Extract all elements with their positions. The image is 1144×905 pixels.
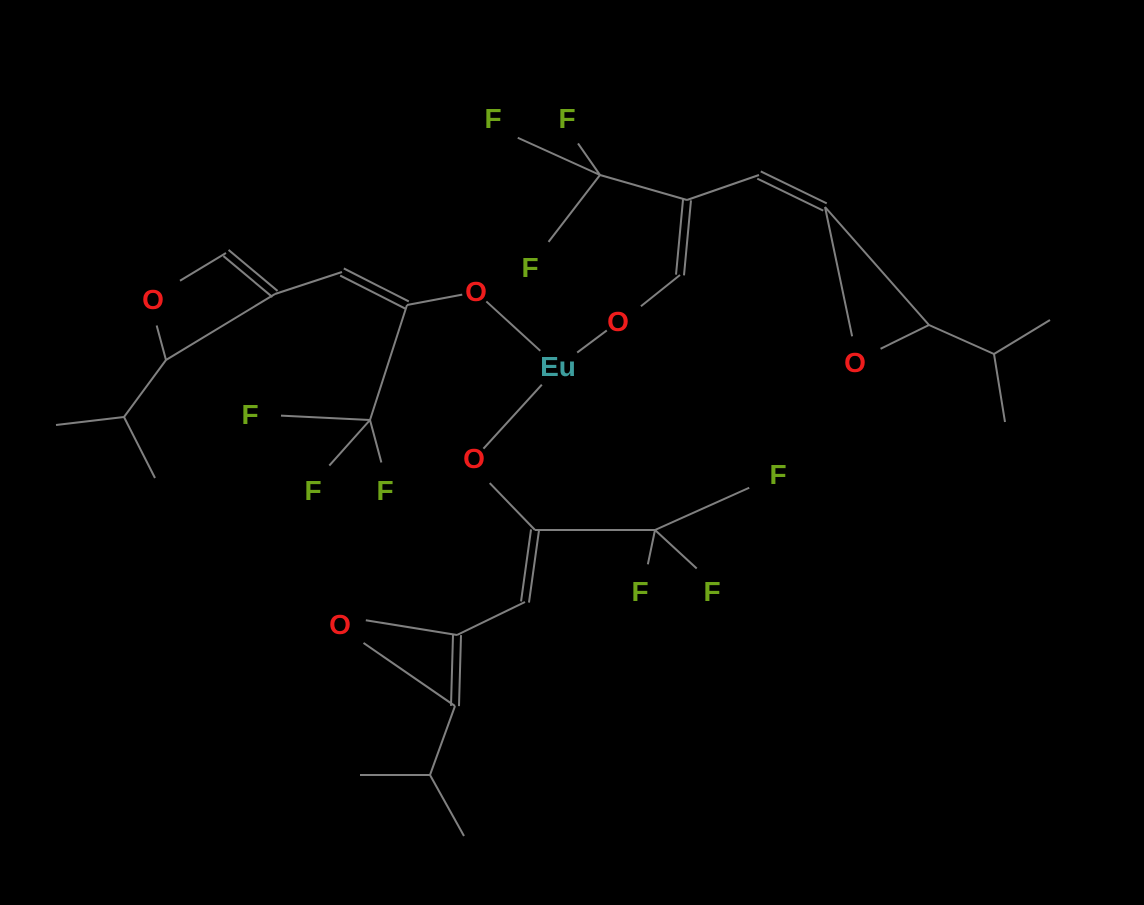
bond-line: [549, 175, 600, 242]
bond-line: [56, 417, 124, 425]
atom-O3b: O: [329, 609, 351, 641]
bond-line: [655, 530, 697, 569]
atom-O1b: O: [142, 284, 164, 316]
atom-F1c: F: [376, 475, 393, 507]
bond-line: [157, 326, 166, 360]
bond-line: [430, 775, 464, 836]
bond-line: [825, 207, 929, 325]
atom-O3a: O: [463, 443, 485, 475]
bond-line: [529, 531, 539, 603]
bond-line: [364, 643, 455, 706]
bond-line: [430, 706, 455, 775]
bond-line: [687, 175, 759, 200]
bond-line: [641, 275, 680, 306]
bond-line: [407, 295, 462, 305]
bond-line: [166, 294, 275, 360]
bond-line: [124, 360, 166, 417]
bond-line: [994, 320, 1050, 354]
atom-F3a: F: [769, 459, 786, 491]
bond-line: [459, 635, 461, 706]
bond-line: [655, 488, 749, 530]
bond-line: [180, 253, 226, 281]
bond-line: [881, 325, 929, 349]
bond-line: [676, 200, 683, 275]
bond-line: [340, 276, 405, 309]
bond-line: [486, 301, 540, 350]
bond-line: [483, 385, 541, 449]
bond-line: [329, 420, 370, 466]
bond-line: [521, 529, 531, 601]
atom-F2c: F: [521, 252, 538, 284]
bond-line: [457, 602, 525, 635]
bond-line: [929, 325, 994, 354]
atom-F2a: F: [484, 103, 501, 135]
bond-line: [994, 354, 1005, 422]
molecule-bonds-svg: [0, 0, 1144, 905]
bond-line: [451, 635, 453, 706]
bond-line: [577, 330, 607, 352]
bond-line: [275, 272, 342, 294]
bond-line: [344, 268, 409, 301]
bond-line: [761, 171, 827, 203]
bond-line: [124, 417, 155, 478]
bond-line: [366, 620, 457, 635]
atom-F1a: F: [241, 399, 258, 431]
atom-F3b: F: [631, 576, 648, 608]
bond-line: [229, 250, 278, 291]
bond-line: [370, 420, 381, 462]
bond-line: [600, 175, 687, 200]
atom-F1b: F: [304, 475, 321, 507]
bond-line: [648, 530, 655, 564]
bond-line: [281, 416, 370, 420]
atom-O2b: O: [844, 347, 866, 379]
bond-line: [825, 207, 852, 336]
bond-line: [370, 305, 407, 420]
atom-O2a: O: [607, 306, 629, 338]
bond-line: [757, 179, 823, 211]
atom-F2b: F: [558, 103, 575, 135]
atom-F3c: F: [703, 576, 720, 608]
atom-Eu: Eu: [540, 351, 576, 383]
bond-line: [223, 256, 272, 297]
atom-O1a: O: [465, 276, 487, 308]
bond-line: [684, 200, 691, 275]
bond-line: [490, 483, 535, 530]
